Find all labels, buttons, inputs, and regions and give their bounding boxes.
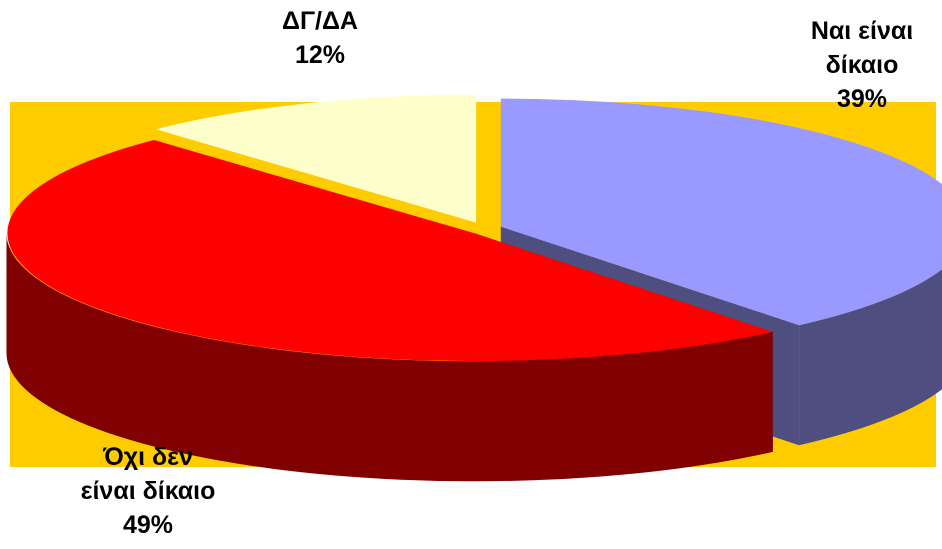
slice-side-0 [799, 269, 942, 446]
slice-top-1 [7, 140, 773, 362]
slice-label-nai-line2: δίκαιο [825, 51, 899, 79]
slice-label-ochi-line1: Όχι δεν [103, 443, 193, 471]
slice-label-nai: Ναι είναι δίκαιο 39% [782, 14, 942, 116]
slice-label-dgda-percent: 12% [294, 41, 346, 69]
slice-label-dgda: ΔΓ/ΔΑ 12% [240, 4, 400, 72]
slice-label-ochi-line2: είναι δίκαιο [80, 477, 216, 505]
slice-top-2 [155, 94, 477, 223]
slice-label-nai-line1: Ναι είναι [810, 17, 914, 45]
slice-label-ochi-percent: 49% [122, 511, 174, 539]
slice-top-0 [500, 98, 942, 326]
slice-side-1 [6, 233, 773, 482]
slice-label-nai-percent: 39% [836, 85, 888, 113]
slice-label-ochi: Όχι δεν είναι δίκαιο 49% [28, 440, 268, 542]
slice-label-dgda-line1: ΔΓ/ΔΑ [282, 7, 358, 35]
